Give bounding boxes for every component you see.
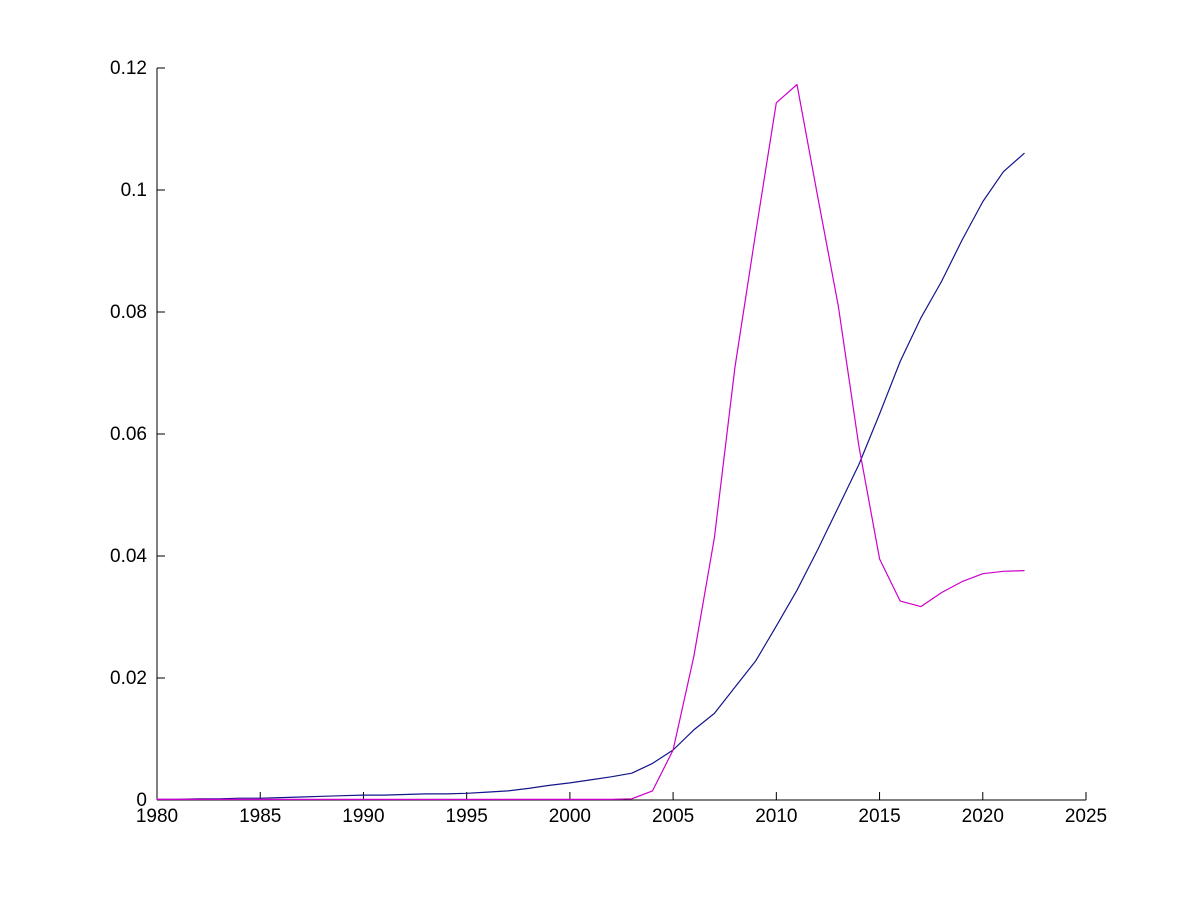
y-tick-label: 0.08	[110, 302, 147, 323]
x-tick-label: 1985	[239, 806, 281, 827]
series-magenta-line	[156, 83, 1025, 801]
x-tick-label: 1995	[446, 806, 488, 827]
y-tick-label: 0.06	[110, 424, 147, 445]
x-tick-label: 1980	[136, 806, 178, 827]
y-axis-ticks	[157, 67, 165, 801]
x-tick-label: 1990	[342, 806, 384, 827]
x-tick-label: 2025	[1065, 806, 1107, 827]
series-dark-blue-line	[156, 152, 1025, 801]
axes	[156, 68, 1086, 801]
x-axis-ticks	[156, 792, 1087, 800]
x-tick-label: 2020	[962, 806, 1004, 827]
y-tick-label: 0.1	[121, 180, 147, 201]
x-tick-label: 2010	[755, 806, 797, 827]
y-axis-tick-labels: 0 0.02 0.04 0.06 0.08 0.1 0.12	[110, 58, 147, 811]
y-tick-label: 0.04	[110, 546, 147, 567]
y-tick-label: 0.12	[110, 58, 147, 79]
x-tick-label: 2015	[858, 806, 900, 827]
y-tick-label: 0.02	[110, 668, 147, 689]
x-axis-tick-labels: 1980 1985 1990 1995 2000 2005 2010 2015 2020 2025	[136, 806, 1107, 827]
y-tick-label: 0	[136, 790, 147, 811]
plot-series-lines	[156, 83, 1025, 801]
x-tick-label: 2000	[549, 806, 591, 827]
x-tick-label: 2005	[652, 806, 694, 827]
